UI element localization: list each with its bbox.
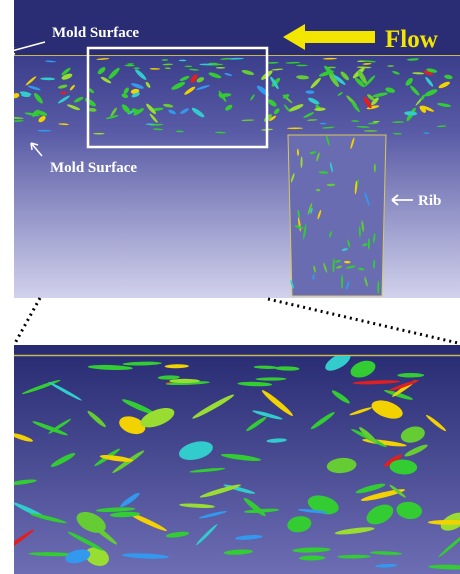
flow-label: Flow — [385, 26, 438, 53]
figure: Flow Mold Surface Mold Surface Rib — [0, 0, 460, 574]
fiber — [216, 67, 226, 69]
mold-label: Mold Surface — [50, 160, 137, 176]
fiber — [169, 379, 200, 383]
fiber — [93, 133, 105, 135]
rib-label: Rib — [418, 193, 441, 209]
fiber-layer — [14, 56, 460, 135]
gap — [0, 298, 460, 345]
fiber — [397, 373, 424, 378]
mold-label: Mold Surface — [52, 25, 139, 41]
fiber — [374, 164, 376, 173]
rib — [288, 135, 386, 296]
